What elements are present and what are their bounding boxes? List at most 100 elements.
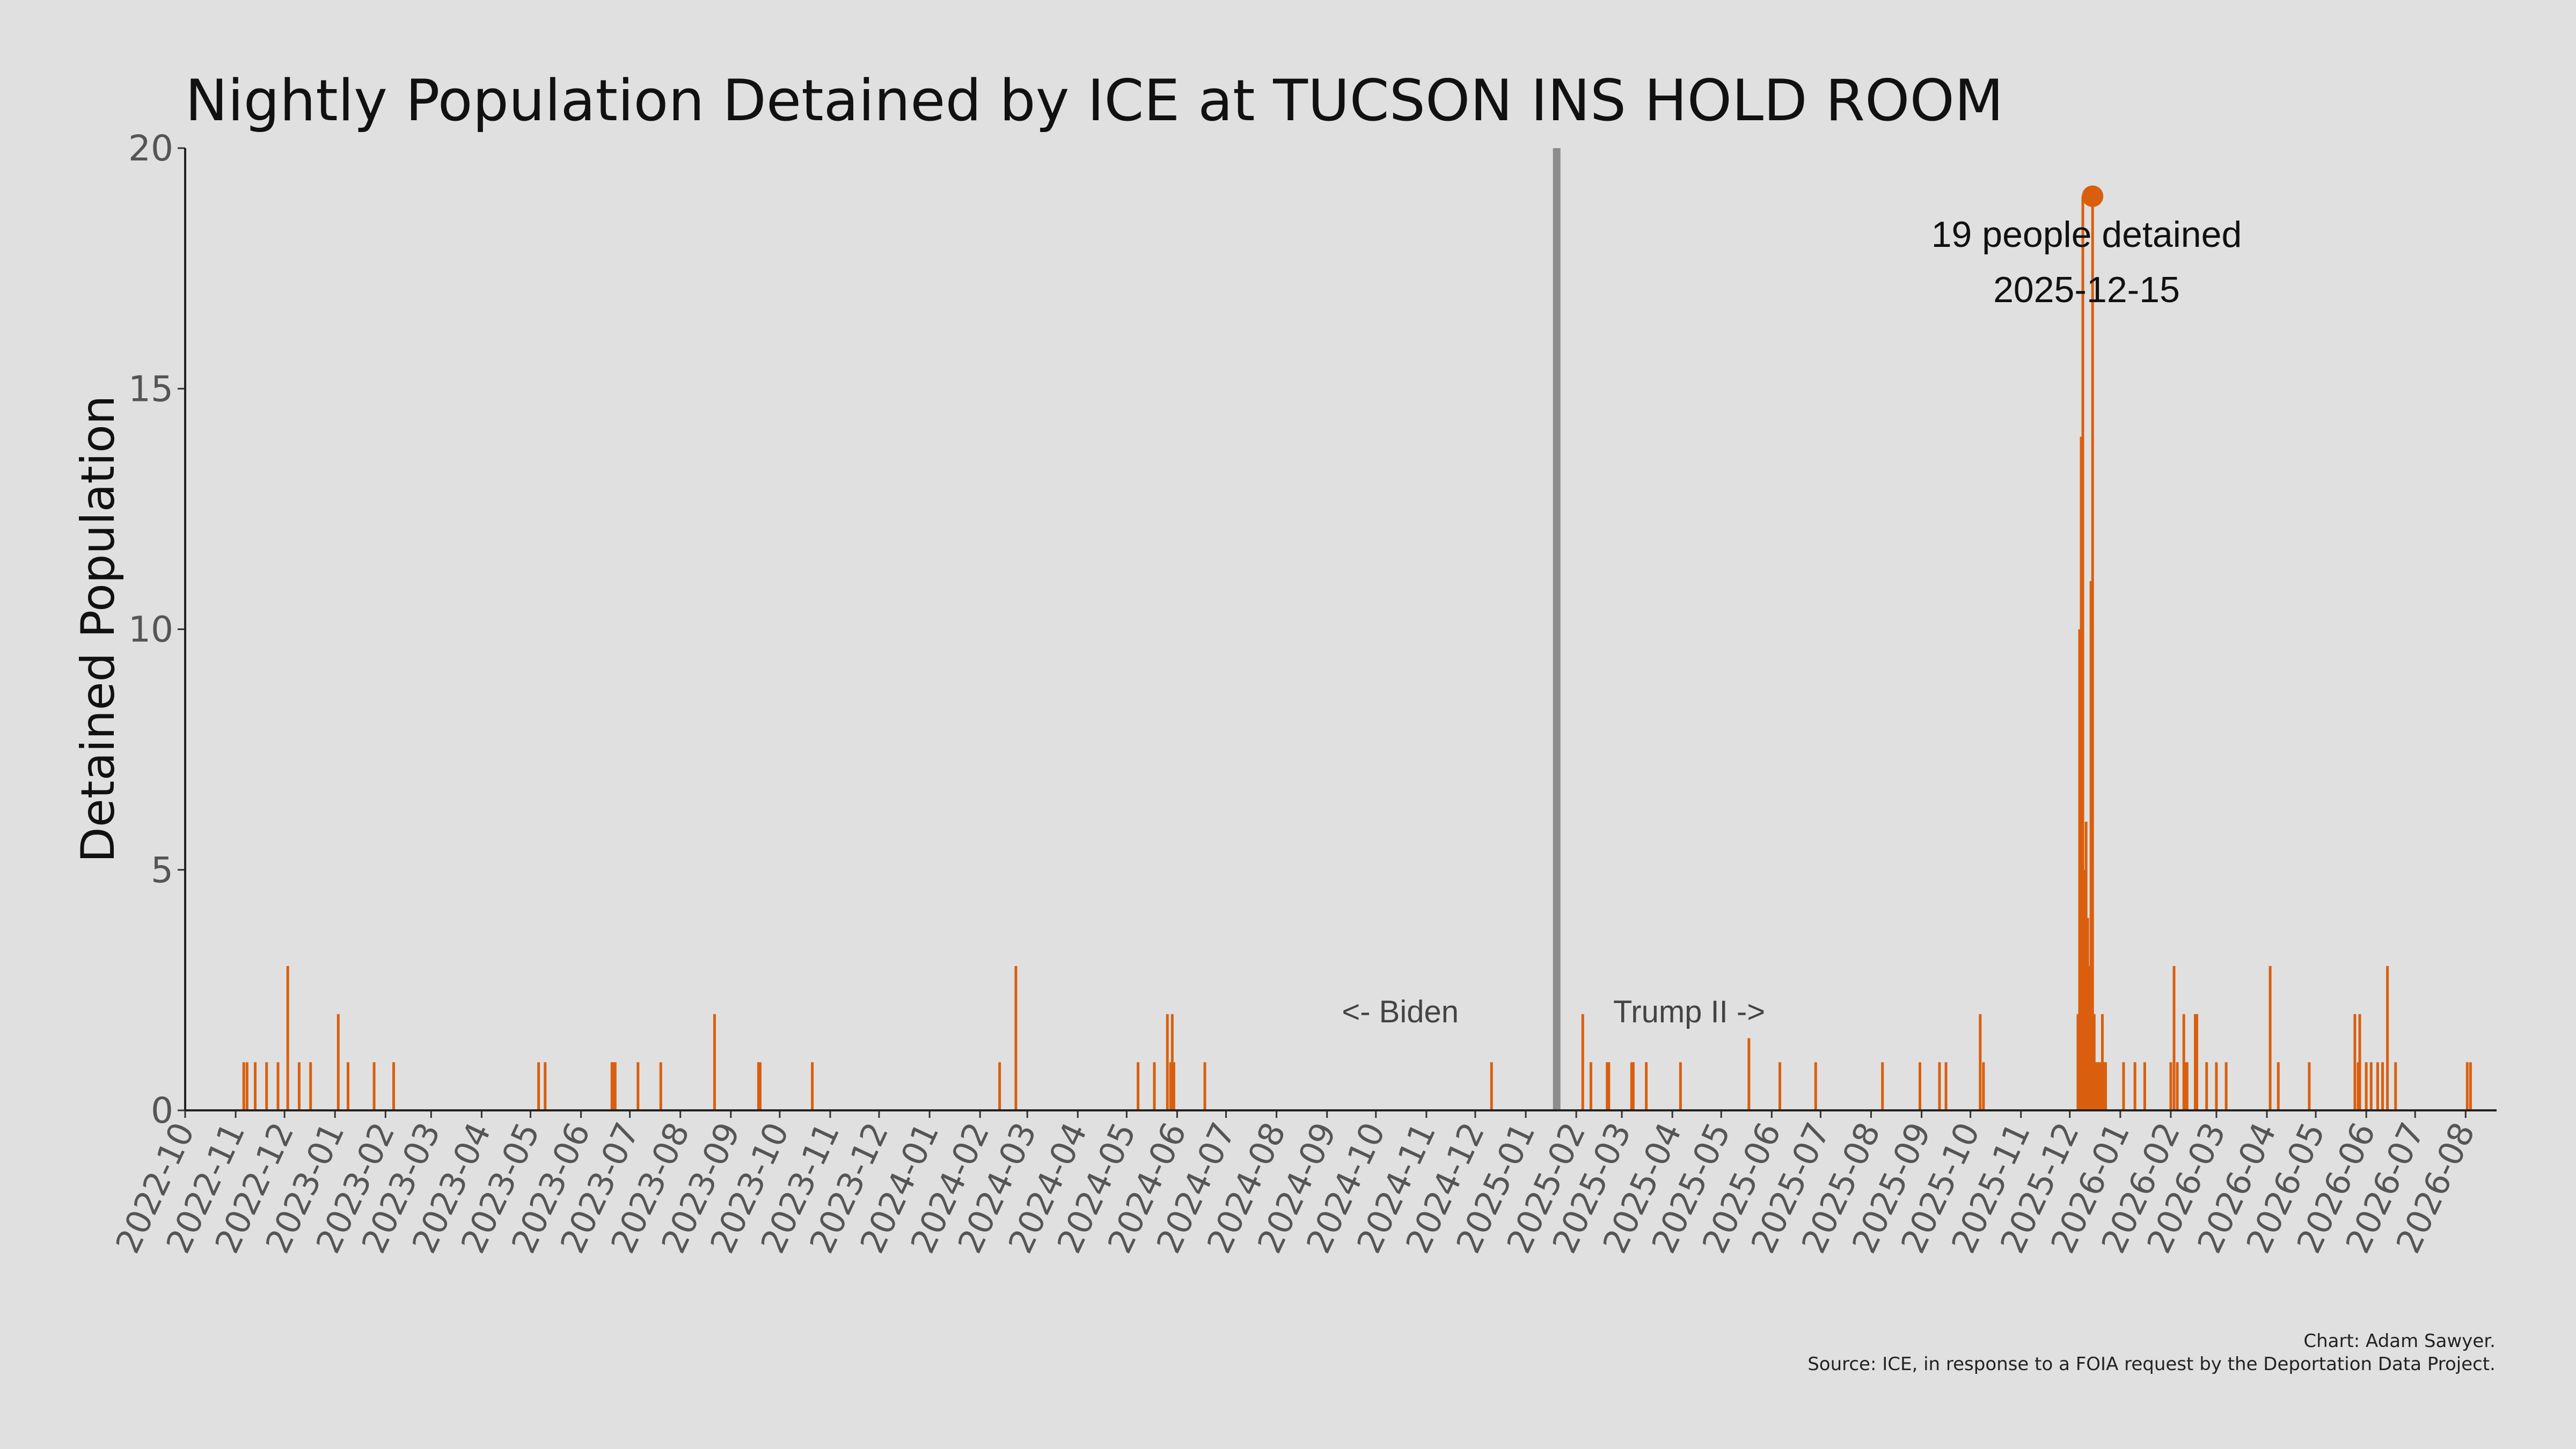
y-tick-label: 20 <box>128 128 173 169</box>
bar <box>2369 1062 2373 1110</box>
bar <box>336 1014 340 1110</box>
bar <box>1490 1062 1493 1110</box>
bar <box>1630 1062 1633 1110</box>
bar <box>276 1062 280 1110</box>
bar <box>2084 822 2088 1110</box>
bar <box>2086 918 2089 1110</box>
bar <box>1172 1062 1175 1110</box>
y-tick-label: 0 <box>151 1090 173 1131</box>
bar <box>2215 1062 2218 1110</box>
bar <box>2308 1062 2311 1110</box>
bar <box>2465 1062 2469 1110</box>
bar <box>713 1014 716 1110</box>
bar <box>2101 1014 2104 1110</box>
bar <box>2122 1062 2125 1110</box>
bar <box>1631 1062 1635 1110</box>
bar <box>2143 1062 2146 1110</box>
bar <box>2088 966 2091 1110</box>
bar <box>758 1062 762 1110</box>
bar <box>2224 1062 2228 1110</box>
y-axis: 0 5 10 15 20 <box>128 128 185 1131</box>
y-tick-label: 5 <box>151 850 173 891</box>
bar <box>2376 1062 2379 1110</box>
era-label-biden: <- Biden <box>1342 994 1459 1029</box>
bar <box>372 1062 376 1110</box>
bar <box>265 1062 268 1110</box>
bar <box>1581 1014 1584 1110</box>
bar <box>297 1062 301 1110</box>
bar <box>309 1062 312 1110</box>
bar <box>2176 1062 2179 1110</box>
bar <box>2099 1062 2102 1110</box>
bar <box>1881 1062 1884 1110</box>
bar <box>347 1062 350 1110</box>
bar <box>2381 1062 2384 1110</box>
bar <box>2076 1014 2080 1110</box>
bar <box>1982 1062 1985 1110</box>
bar <box>2469 1062 2472 1110</box>
bar <box>2092 1014 2096 1110</box>
bar <box>1919 1062 1922 1110</box>
bar <box>2096 1062 2099 1110</box>
bar <box>2083 869 2086 1110</box>
bar <box>1169 1062 1172 1110</box>
bar <box>636 1062 640 1110</box>
era-label-trump: Trump II -> <box>1613 994 1765 1029</box>
bar <box>612 1062 615 1110</box>
bar <box>2358 1014 2361 1110</box>
bar <box>2268 966 2272 1110</box>
axes-lines <box>184 148 2497 1111</box>
bar <box>2089 581 2092 1110</box>
bar <box>2104 1062 2107 1110</box>
bar <box>537 1062 540 1110</box>
credit-source: Source: ICE, in response to a FOIA reque… <box>1807 1353 2496 1375</box>
bar <box>2196 1014 2199 1110</box>
bar <box>2097 1062 2101 1110</box>
bar <box>1153 1062 1156 1110</box>
chart-title: Nightly Population Detained by ICE at TU… <box>185 68 2003 134</box>
bar <box>2365 1062 2368 1110</box>
bar <box>2169 1062 2172 1110</box>
bar <box>2094 1062 2097 1110</box>
bar <box>1778 1062 1781 1110</box>
bar <box>392 1062 396 1110</box>
bar <box>1944 1062 1948 1110</box>
y-tick-label: 15 <box>128 368 173 409</box>
bar <box>1606 1062 1609 1110</box>
peak-annotation: 19 people detained 2025-12-15 <box>1931 185 2242 310</box>
bar <box>2080 436 2083 1110</box>
peak-marker <box>2082 185 2104 207</box>
bar <box>1137 1062 1140 1110</box>
bar <box>2205 1062 2208 1110</box>
bar <box>2185 1062 2189 1110</box>
bar <box>2353 1014 2357 1110</box>
y-axis-label: Detained Population <box>71 396 125 863</box>
bar <box>1014 966 1018 1110</box>
bar <box>613 1062 617 1110</box>
bar <box>1589 1062 1592 1110</box>
bar <box>2184 1062 2187 1110</box>
bar <box>254 1062 257 1110</box>
bar <box>2394 1062 2397 1110</box>
bar <box>1679 1062 1682 1110</box>
bar <box>242 1062 245 1110</box>
bar <box>2172 966 2176 1110</box>
y-tick-label: 10 <box>128 609 173 650</box>
bar <box>1979 1014 1982 1110</box>
bar <box>2182 1014 2185 1110</box>
bar <box>245 1062 248 1110</box>
credit-author: Chart: Adam Sawyer. <box>2303 1330 2496 1352</box>
bar <box>2357 1062 2360 1110</box>
bar <box>2133 1062 2136 1110</box>
peak-annotation-count: 19 people detained <box>1931 214 2242 255</box>
bar-series <box>242 196 2472 1110</box>
bar <box>757 1062 760 1110</box>
bar <box>2091 196 2094 1110</box>
peak-annotation-date: 2025-12-15 <box>1993 269 2180 310</box>
bar <box>1203 1062 1206 1110</box>
bar <box>2081 196 2084 1110</box>
bar <box>1170 1014 1174 1110</box>
x-axis: 2022-102022-112022-122023-012023-022023-… <box>108 1110 2483 1259</box>
bar <box>2386 966 2389 1110</box>
